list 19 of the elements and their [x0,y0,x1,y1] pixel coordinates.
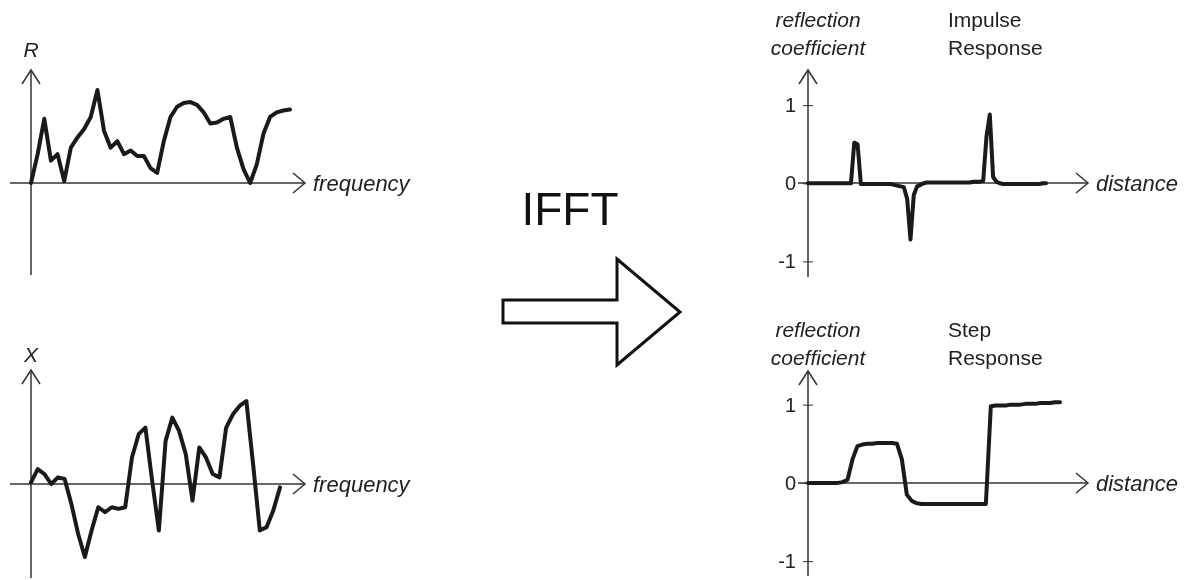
y-tick-label: -1 [778,550,796,573]
y-axis-title: reflection coefficient [770,318,867,369]
line-series [806,400,1062,507]
x-axis-title: distance [1096,171,1178,196]
y-tick-label: 1 [784,393,796,416]
text: IFFT [521,183,619,235]
chart-title: Impulse Response [948,8,1043,59]
y-axis-title: R [23,38,39,61]
x-axis-title: frequency [313,171,412,196]
y-tick-label: 0 [784,172,796,195]
line-series [806,112,1048,242]
y-tick-label: -1 [778,250,796,273]
y-axis-title: X [22,343,39,366]
y-tick-label: 1 [784,94,796,117]
y-tick-label: 0 [784,471,796,494]
x-axis-title: frequency [313,472,412,497]
x-axis-title: distance [1096,471,1178,496]
chart-title: Step Response [948,318,1043,369]
y-axis-title: reflection coefficient [770,8,867,59]
